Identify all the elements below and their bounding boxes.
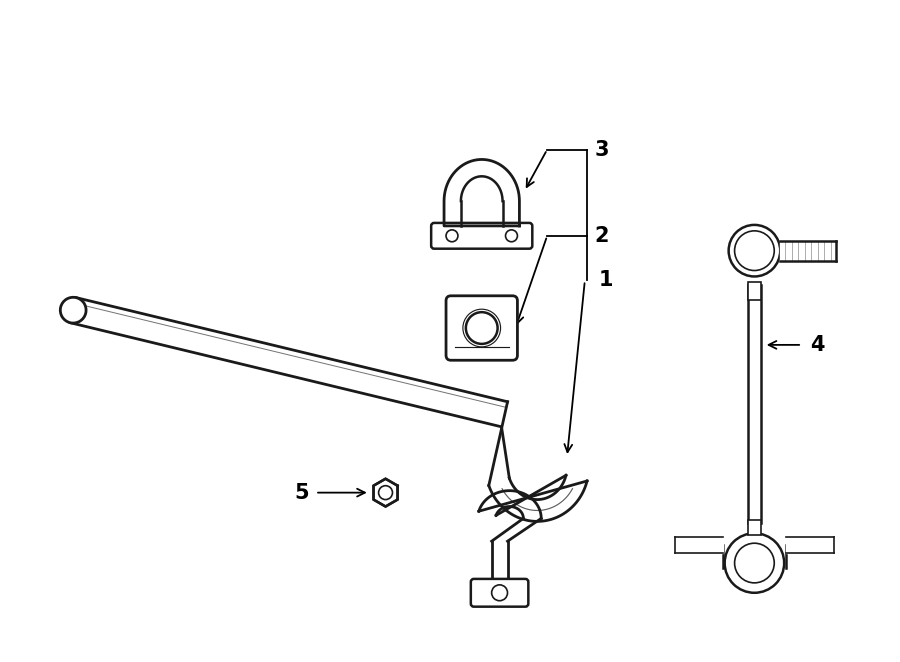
FancyBboxPatch shape <box>446 296 518 360</box>
FancyBboxPatch shape <box>748 520 760 536</box>
Polygon shape <box>489 475 587 522</box>
Polygon shape <box>70 298 508 427</box>
Circle shape <box>491 585 508 600</box>
Polygon shape <box>491 542 508 588</box>
FancyBboxPatch shape <box>471 579 528 606</box>
Circle shape <box>729 225 780 277</box>
FancyBboxPatch shape <box>431 223 532 249</box>
Polygon shape <box>479 491 541 518</box>
Circle shape <box>466 312 498 344</box>
Text: 4: 4 <box>810 335 824 355</box>
Text: 2: 2 <box>595 226 609 246</box>
Circle shape <box>446 230 458 242</box>
Ellipse shape <box>60 297 86 323</box>
Polygon shape <box>675 538 723 553</box>
Circle shape <box>506 230 518 242</box>
Text: 1: 1 <box>598 271 613 291</box>
Text: 5: 5 <box>294 483 310 502</box>
FancyBboxPatch shape <box>748 283 760 301</box>
Circle shape <box>724 534 784 592</box>
Circle shape <box>734 231 774 271</box>
Polygon shape <box>780 241 836 261</box>
Polygon shape <box>748 285 760 524</box>
Circle shape <box>734 544 774 583</box>
Polygon shape <box>444 160 519 226</box>
Circle shape <box>379 486 392 500</box>
Polygon shape <box>374 479 398 506</box>
Polygon shape <box>787 538 833 553</box>
Text: 3: 3 <box>595 140 609 160</box>
